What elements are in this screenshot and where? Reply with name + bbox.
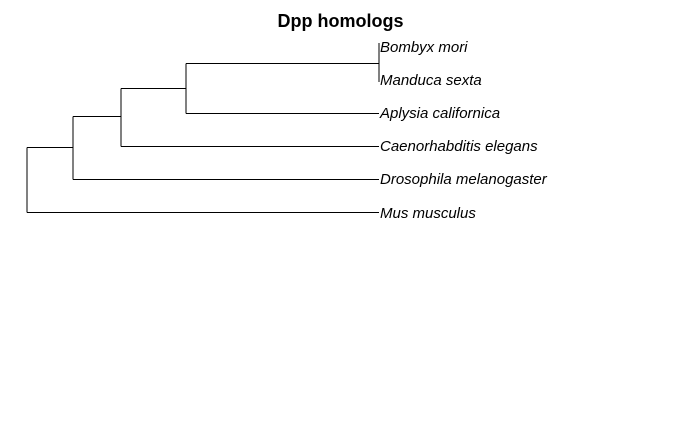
tip-label-bombyx-mori: Bombyx mori <box>380 39 468 56</box>
tree-title: Dpp homologs <box>277 11 404 31</box>
tip-label-drosophila-melanogaster: Drosophila melanogaster <box>380 171 548 188</box>
tree-branches <box>26 43 380 213</box>
tip-label-aplysia-californica: Aplysia californica <box>379 105 500 122</box>
tip-label-manduca-sexta: Manduca sexta <box>380 72 482 89</box>
tip-labels: Bombyx mori Manduca sexta Aplysia califo… <box>379 39 548 222</box>
tip-label-mus-musculus: Mus musculus <box>380 205 476 222</box>
tip-label-caenorhabditis-elegans: Caenorhabditis elegans <box>380 138 538 155</box>
